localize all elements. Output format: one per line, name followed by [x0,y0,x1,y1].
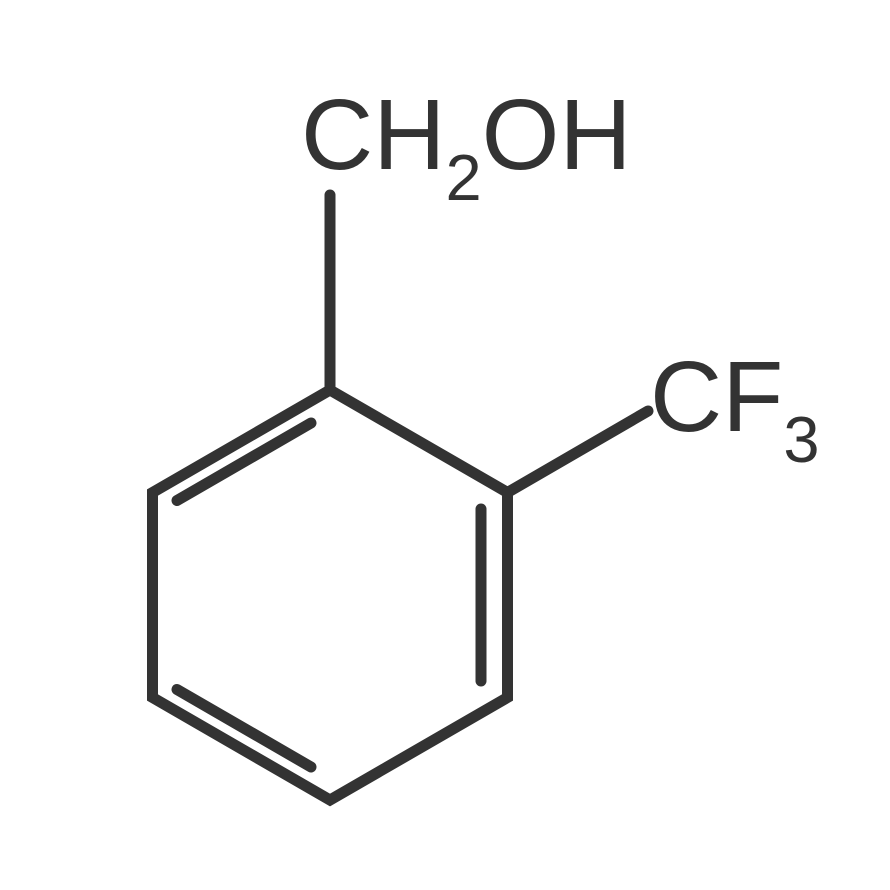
ch2oh-H: H [373,79,445,191]
label-cf3: CF3 [650,347,819,462]
cf3-C: C [650,341,722,453]
benzene-ring-outline [153,390,508,800]
chemical-structure-canvas: CH2OH CF3 [0,0,890,890]
ch2oh-H2: H [559,79,631,191]
bond-to-cf3 [508,411,649,493]
ch2oh-O: O [482,79,560,191]
ch2oh-sub2: 2 [445,141,481,214]
cf3-sub3: 3 [783,403,819,476]
cf3-F: F [722,341,783,453]
label-ch2oh: CH2OH [301,85,632,200]
ch2oh-C: C [301,79,373,191]
